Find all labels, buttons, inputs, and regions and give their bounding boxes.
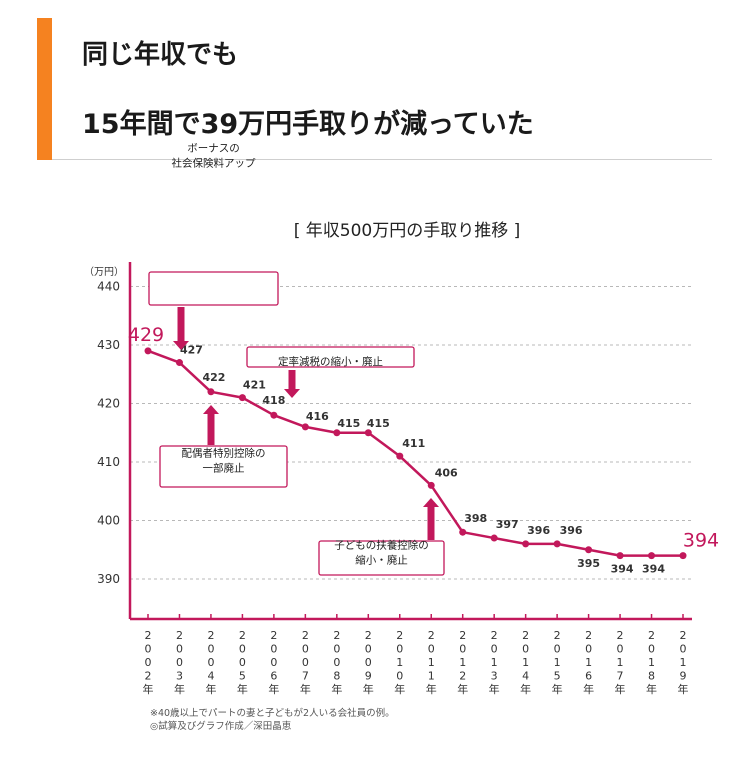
data-label: 429 xyxy=(128,324,164,346)
annotation-box xyxy=(159,445,288,488)
y-tick-label: 390 xyxy=(97,572,120,586)
annotation-text: 縮小・廃止 xyxy=(355,554,408,567)
data-label: 422 xyxy=(202,371,225,384)
annotation-box xyxy=(148,271,279,306)
data-point xyxy=(490,534,498,542)
data-label: 397 xyxy=(496,518,519,531)
annotation-box xyxy=(318,540,445,576)
data-label: 396 xyxy=(560,524,583,537)
data-point xyxy=(427,481,435,489)
data-label: 418 xyxy=(262,394,285,407)
y-tick-label: 440 xyxy=(97,280,120,294)
data-label: 415 xyxy=(337,417,360,430)
page-title-line1: 同じ年収でも xyxy=(82,40,239,70)
y-tick-label: 400 xyxy=(97,514,120,528)
data-label: 398 xyxy=(464,512,487,525)
data-point xyxy=(679,552,687,560)
data-label: 394 xyxy=(611,563,634,576)
annotation-text: 社会保険料アップ xyxy=(172,157,256,170)
annotation-text: 一部廃止 xyxy=(203,462,245,475)
up-arrow xyxy=(423,498,439,540)
annotation-box xyxy=(246,346,415,368)
data-point xyxy=(553,540,561,548)
data-point xyxy=(616,552,624,560)
data-point xyxy=(396,452,404,460)
data-label: 406 xyxy=(435,466,458,479)
data-point xyxy=(364,429,372,437)
data-label: 394 xyxy=(642,563,665,576)
series-line xyxy=(147,349,683,557)
data-label: 415 xyxy=(367,417,390,430)
data-point xyxy=(207,388,215,396)
data-point xyxy=(459,528,467,536)
down-arrow xyxy=(284,370,300,398)
y-tick-label: 420 xyxy=(97,397,120,411)
annotation-text: 定率減税の縮小・廃止 xyxy=(278,355,383,368)
data-point xyxy=(522,540,530,548)
page-title-line2: 15年間で39万円手取りが減っていた xyxy=(82,109,534,140)
data-point xyxy=(270,411,278,419)
y-axis-unit: （万円） xyxy=(84,266,124,278)
annotation-text: ボーナスの xyxy=(187,143,240,155)
chart-note: ※40歳以上でパートの妻と子どもが2人いる会社員の例。 xyxy=(150,708,395,719)
up-arrow xyxy=(203,405,219,445)
data-label: 421 xyxy=(243,379,266,392)
data-point xyxy=(585,546,593,554)
data-label: 396 xyxy=(527,524,550,537)
y-tick-label: 410 xyxy=(97,455,120,469)
data-label: 394 xyxy=(683,530,719,552)
chart-title: [ 年収500万円の手取り推移 ] xyxy=(294,221,521,241)
data-point xyxy=(144,347,152,355)
annotation-text: 子どもの扶養控除の xyxy=(334,539,429,552)
chart-credit: ◎試算及びグラフ作成／深田晶恵 xyxy=(150,721,292,732)
header-divider xyxy=(52,159,712,160)
data-label: 416 xyxy=(306,410,329,423)
data-label: 395 xyxy=(577,557,600,570)
down-arrow xyxy=(173,307,189,350)
header-accent-bar xyxy=(37,18,52,160)
data-label: 427 xyxy=(180,344,203,357)
annotation-text: 配偶者特別控除の xyxy=(182,447,266,460)
data-point xyxy=(175,359,183,367)
data-label: 411 xyxy=(402,437,425,450)
data-point xyxy=(238,394,246,402)
data-point xyxy=(648,552,656,560)
data-point xyxy=(333,429,341,437)
data-point xyxy=(301,423,309,431)
y-tick-label: 430 xyxy=(97,338,120,352)
